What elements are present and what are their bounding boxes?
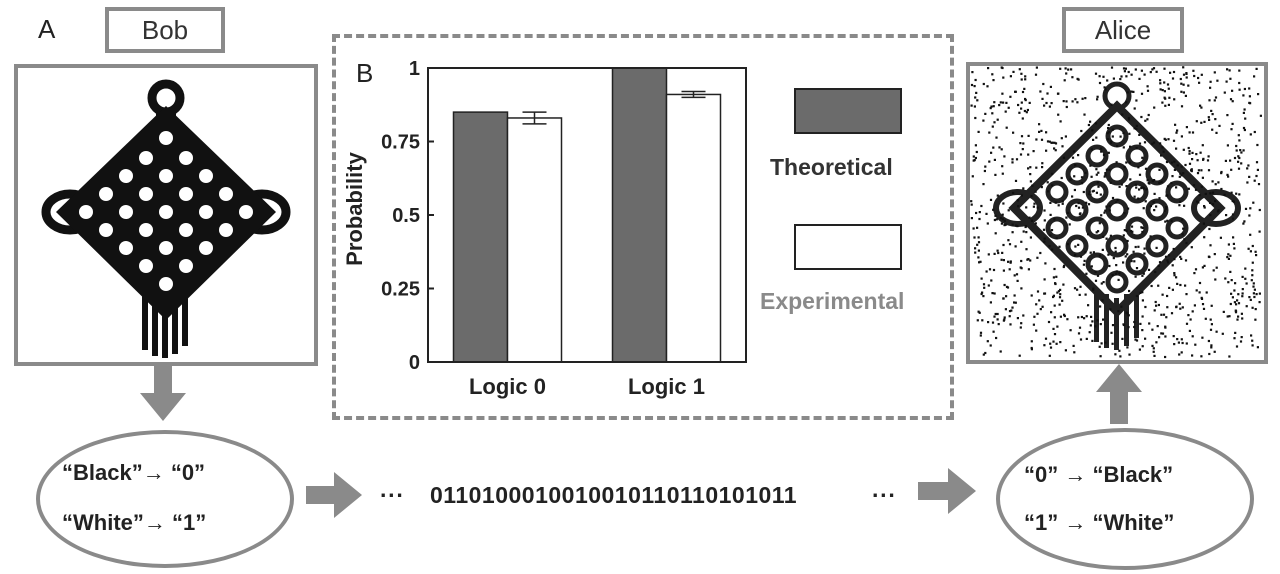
noisy-knot-image bbox=[970, 66, 1262, 359]
bitstream-bits: 0110100010010010110110101011 bbox=[430, 482, 798, 508]
right-arrow-icon bbox=[306, 472, 362, 518]
y-tick-label-2: 0.5 bbox=[392, 205, 420, 227]
legend-label-theoretical: Theoretical bbox=[770, 154, 893, 180]
encoding-black-rule: “Black”→ “0” bbox=[62, 460, 206, 485]
bitstream-dots-right: ··· bbox=[872, 482, 897, 508]
y-tick-label-1: 0.25 bbox=[381, 279, 420, 301]
receiver-name: Alice bbox=[1094, 14, 1152, 45]
bar-theoretical-0 bbox=[452, 111, 509, 363]
bitstream-dots-left: ··· bbox=[380, 482, 405, 508]
panel-b-frame bbox=[332, 34, 954, 420]
sender-name-box: Bob bbox=[105, 7, 225, 53]
encoding-ellipse bbox=[36, 430, 294, 568]
receiver-name-box: Alice bbox=[1062, 7, 1184, 53]
down-arrow-icon bbox=[140, 365, 186, 421]
y-tick-label-4: 1 bbox=[409, 58, 420, 80]
up-arrow-icon bbox=[1096, 364, 1142, 424]
y-axis-label: Probability bbox=[342, 151, 367, 265]
decoding-ellipse bbox=[996, 428, 1254, 570]
x-tick-label-0: Logic 0 bbox=[469, 374, 546, 399]
legend-swatch-theoretical bbox=[794, 88, 902, 134]
right-arrow-icon-2 bbox=[918, 468, 976, 514]
decoding-black-rule: “0” → “Black” bbox=[1024, 462, 1174, 487]
bar-theoretical-1 bbox=[611, 67, 668, 363]
y-tick-label-3: 0.75 bbox=[381, 132, 420, 154]
probability-bar-chart: Logic 0 Logic 1 0 0.25 0.5 0.75 1 Probability bbox=[342, 58, 747, 399]
legend-label-experimental: Experimental bbox=[760, 288, 905, 314]
sender-name: Bob bbox=[141, 14, 189, 45]
chinese-knot-image bbox=[41, 79, 291, 358]
x-tick-label-1: Logic 1 bbox=[628, 374, 705, 399]
panel-label-b: B bbox=[356, 58, 374, 88]
y-tick-label-0: 0 bbox=[409, 352, 420, 374]
bar-experimental-1 bbox=[665, 93, 722, 363]
sender-image-frame bbox=[14, 64, 318, 366]
bar-experimental-0 bbox=[506, 117, 563, 363]
panel-label-a: A bbox=[38, 14, 56, 44]
legend-swatch-experimental bbox=[794, 224, 902, 270]
encoding-white-rule: “White”→ “1” bbox=[62, 510, 207, 535]
receiver-image-frame bbox=[966, 62, 1268, 364]
decoding-white-rule: “1” → “White” bbox=[1024, 510, 1175, 535]
